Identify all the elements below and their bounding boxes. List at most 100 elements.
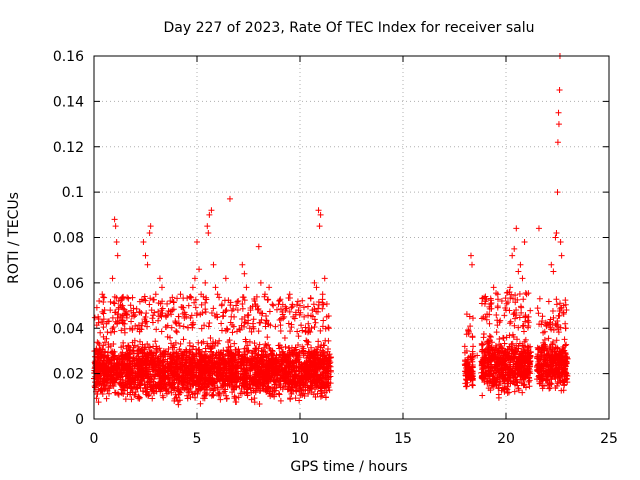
dense-band-point [100,333,107,340]
dense-band-point [273,384,280,391]
dense-band-point [315,305,322,312]
dense-band-point [245,384,252,391]
dense-band-point [224,348,231,355]
dense-band-point [166,379,173,386]
dense-band-point [130,370,137,377]
dense-band-point [120,305,127,312]
dense-band-point [265,361,272,368]
dense-band-point [317,387,324,394]
dense-band-point [136,355,143,362]
dense-band-point [266,308,273,315]
dense-band-point [266,388,273,395]
dense-band-point [222,308,229,315]
dense-band-point [135,343,142,350]
dense-band-point [130,381,137,388]
dense-band-point [265,321,272,328]
dense-band-point [288,304,295,311]
dense-band-point [160,367,167,374]
dense-band-point [222,378,229,385]
dense-band-point [204,340,211,347]
dense-band-point [236,382,243,389]
x-tick-label: 25 [600,431,618,447]
dense-band-point [266,358,273,365]
dense-band-point [304,303,311,310]
dense-band-point [325,337,332,344]
dense-band-point [235,356,242,363]
dense-band-point [234,307,241,314]
x-tick-label: 5 [193,431,202,447]
dense-band-point [99,318,106,325]
dense-band-point [210,351,217,358]
dense-band-point [164,374,171,381]
dense-band-point [221,297,228,304]
dense-band-point [197,400,204,407]
y-tick-label: 0.08 [53,231,84,247]
dense-band-point [208,345,215,352]
dense-band-point [187,293,194,300]
dense-band-point [289,303,296,310]
dense-band-point [115,391,122,398]
dense-band-point [207,354,214,361]
dense-band-point [299,366,306,373]
dense-band-point [150,388,157,395]
dense-band-point [155,371,162,378]
dense-band-point [243,375,250,382]
dense-band-point [109,325,116,332]
dense-band-point [186,388,193,395]
dense-band-point [202,306,209,313]
dense-band-point [175,372,182,379]
dense-band-point [205,323,212,330]
dense-band-point [307,328,314,335]
dense-band-point [172,365,179,372]
dense-band-point [258,310,265,317]
dense-band-point [237,390,244,397]
x-tick-label: 20 [497,431,515,447]
dense-band-point [263,312,270,319]
dense-band-point [141,359,148,366]
dense-band-point [146,362,153,369]
dense-band-point [312,319,319,326]
dense-band-point [235,394,242,401]
dense-band-point [182,359,189,366]
dense-band-point [171,397,178,404]
dense-band-point [269,371,276,378]
dense-band-point [176,397,183,404]
dense-band-point [119,317,126,324]
dense-band-point [124,350,131,357]
dense-band-point [290,365,297,372]
dense-band-point [322,394,329,401]
dense-band-point [220,389,227,396]
dense-band-point [300,304,307,311]
y-tick-label: 0.02 [53,367,84,383]
dense-band-point [127,302,134,309]
dense-band-point [307,295,314,302]
dense-band-point [149,315,156,322]
dense-band-point [158,307,165,314]
dense-band-point [248,396,255,403]
dense-band-point [128,396,135,403]
dense-band-point [279,308,286,315]
dense-band-point [167,384,174,391]
dense-band-point [118,344,125,351]
dense-band-point [137,378,144,385]
dense-band-point [202,355,209,362]
dense-band-point [210,340,217,347]
dense-band-point [272,323,279,330]
dense-band-point [97,387,104,394]
dense-band-point [306,372,313,379]
dense-band-point [100,359,107,366]
dense-band-point [178,363,185,370]
dense-band-point [507,345,514,352]
dense-band-point [296,397,303,404]
dense-band-point [142,314,149,321]
dense-band-point [248,389,255,396]
dense-band-point [97,380,104,387]
dense-band-point [273,306,280,313]
dense-band-point [216,294,223,301]
dense-band-point [211,360,218,367]
dense-band-point [170,299,177,306]
dense-band-point [326,387,333,394]
dense-band-point [230,323,237,330]
dense-band-point [190,343,197,350]
dense-band-point [127,367,134,374]
